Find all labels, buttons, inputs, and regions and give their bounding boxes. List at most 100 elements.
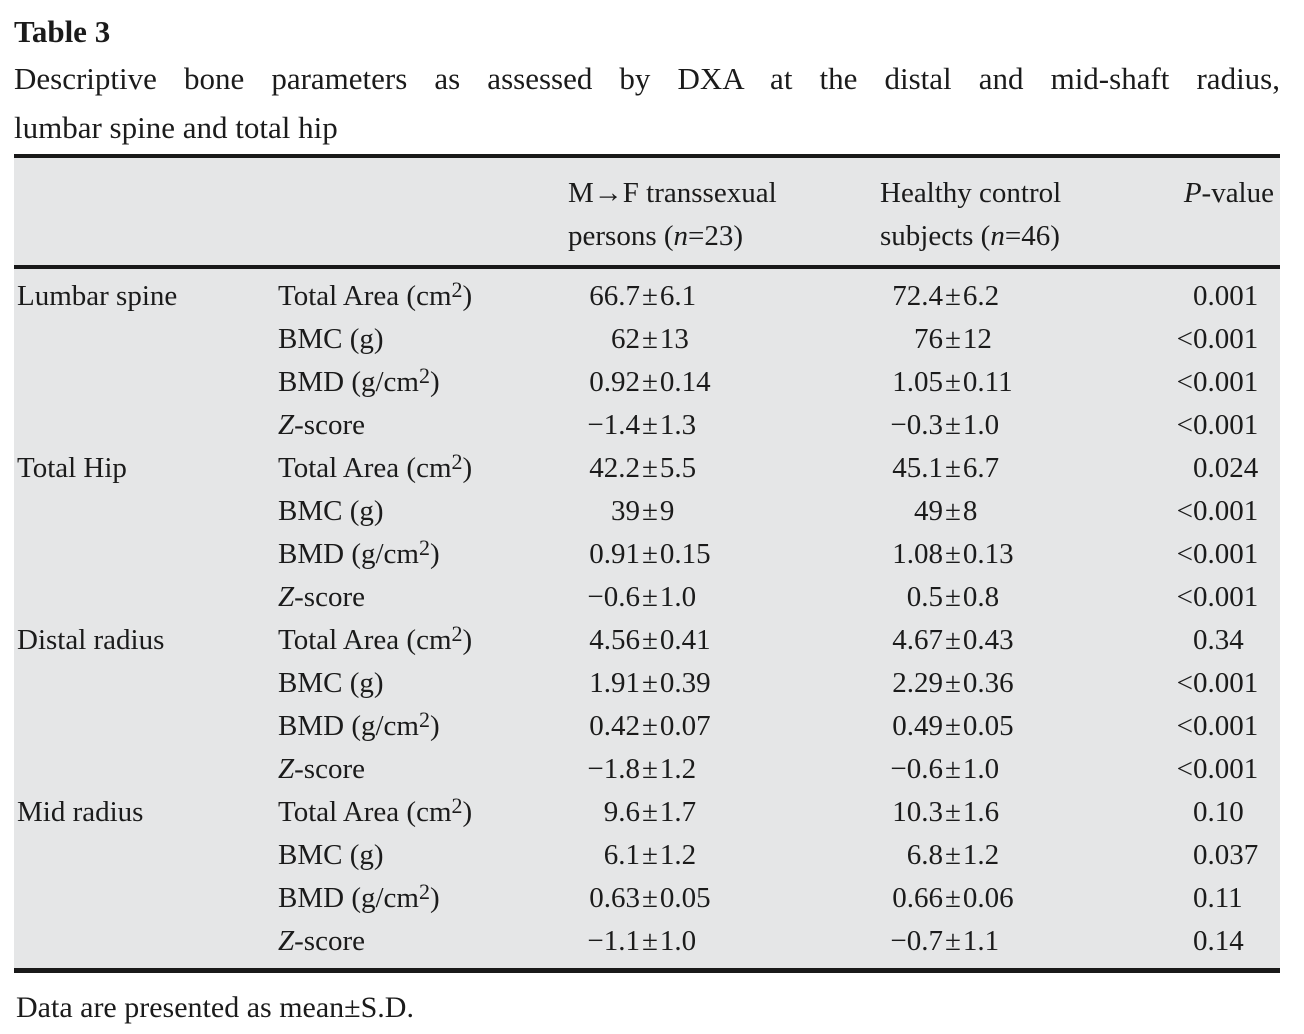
- sd-value: 1.2: [659, 839, 697, 871]
- p-number: 0.001: [1193, 667, 1259, 699]
- plus-minus-sign: ±: [945, 581, 961, 613]
- p-value: 0.14: [1172, 920, 1280, 963]
- transsexual-value: 39 ±9: [568, 490, 880, 533]
- parameter-label: Z-score: [278, 925, 365, 957]
- table-caption-line2: lumbar spine and total hip: [14, 110, 338, 145]
- table-row: BMC (g) 39 ±9 49 ±8 <0.001: [14, 490, 1280, 533]
- group-label: [14, 662, 278, 705]
- p-number: 0.001: [1193, 581, 1259, 613]
- p-number: 0.001: [1193, 710, 1259, 742]
- table-row: Total Hip Total Area (cm2) 42.2 ±5.5 45.1 ±6.…: [14, 447, 1280, 490]
- p-value: 0.10: [1172, 791, 1280, 834]
- less-than-sign: [1172, 834, 1193, 877]
- table-row: Z-score −0.6 ±1.0 0.5 ±0.8 <0.001: [14, 576, 1280, 619]
- sd-value: 1.0: [659, 925, 697, 957]
- less-than-sign: [1172, 275, 1193, 318]
- transsexual-value: 4.56 ±0.41: [568, 619, 880, 662]
- table-row: BMD (g/cm2) 0.91 ±0.15 1.08 ±0.13 <0.001: [14, 533, 1280, 576]
- group-label: Lumbar spine: [17, 280, 178, 312]
- sd-value: 0.36: [962, 667, 1014, 699]
- mean-value: 0.92: [589, 366, 640, 398]
- group-label: [14, 576, 278, 619]
- p-value: 0.11: [1172, 877, 1280, 920]
- p-number: 0.001: [1193, 323, 1259, 355]
- p-value: <0.001: [1172, 361, 1280, 404]
- header-cell-p-value: P-value: [1183, 177, 1274, 209]
- plus-minus-sign: ±: [945, 452, 961, 484]
- mean-value: 0.5: [906, 581, 943, 613]
- transsexual-value: 9.6 ±1.7: [568, 791, 880, 834]
- sd-value: 0.05: [659, 882, 711, 914]
- control-value: 0.49 ±0.05: [880, 705, 1172, 748]
- table-row: Mid radius Total Area (cm2) 9.6 ±1.7 10.3 ±1.…: [14, 791, 1280, 834]
- plus-minus-sign: ±: [642, 882, 658, 914]
- mean-value: 6.1: [603, 839, 640, 871]
- parameter-label: BMD (g/cm2): [278, 879, 440, 915]
- transsexual-value: 0.42 ±0.07: [568, 705, 880, 748]
- mean-value: 1.91: [589, 667, 640, 699]
- group-label: [14, 748, 278, 791]
- transsexual-value: 6.1 ±1.2: [568, 834, 880, 877]
- p-number: 0.001: [1193, 409, 1259, 441]
- parameter-label: Z-score: [278, 753, 365, 785]
- plus-minus-sign: ±: [945, 796, 961, 828]
- plus-minus-sign: ±: [945, 753, 961, 785]
- sd-value: 1.0: [962, 753, 1000, 785]
- table-row: BMC (g) 6.1 ±1.2 6.8 ±1.2 0.037: [14, 834, 1280, 877]
- mean-value: 62: [611, 323, 640, 355]
- header-cell-control-group: Healthy control subjects (n=46): [880, 177, 1062, 252]
- sd-value: 9: [659, 495, 675, 527]
- mean-value: 49: [914, 495, 943, 527]
- parameter-label: BMC (g): [278, 839, 384, 871]
- control-value: 0.66 ±0.06: [880, 877, 1172, 920]
- control-value: 1.08 ±0.13: [880, 533, 1172, 576]
- plus-minus-sign: ±: [642, 409, 658, 441]
- parameter-label: BMC (g): [278, 323, 384, 355]
- transsexual-value: 1.91 ±0.39: [568, 662, 880, 705]
- transsexual-value: 0.91 ±0.15: [568, 533, 880, 576]
- p-number: 0.001: [1193, 366, 1259, 398]
- mean-value: −1.1: [587, 925, 640, 957]
- p-number: 0.14: [1193, 925, 1244, 957]
- mean-value: −0.7: [890, 925, 943, 957]
- less-than-sign: <: [1176, 366, 1193, 398]
- p-value: <0.001: [1172, 404, 1280, 447]
- mean-value: 10.3: [892, 796, 943, 828]
- parameter-label: BMC (g): [278, 667, 384, 699]
- mean-value: 76: [914, 323, 943, 355]
- p-value: <0.001: [1172, 576, 1280, 619]
- table-header-row: M→F transsexual persons (n=23) Healthy co…: [14, 158, 1280, 269]
- sd-value: 1.2: [659, 753, 697, 785]
- control-value: 6.8 ±1.2: [880, 834, 1172, 877]
- parameter-label: Total Area (cm2): [278, 621, 473, 657]
- sd-value: 0.05: [962, 710, 1014, 742]
- sd-value: 13: [659, 323, 689, 355]
- mean-value: 42.2: [589, 452, 640, 484]
- transsexual-value: 0.63 ±0.05: [568, 877, 880, 920]
- plus-minus-sign: ±: [945, 409, 961, 441]
- transsexual-value: −1.4 ±1.3: [568, 404, 880, 447]
- p-number: 0.024: [1193, 452, 1259, 484]
- table-row: BMD (g/cm2) 0.42 ±0.07 0.49 ±0.05 <0.001: [14, 705, 1280, 748]
- sd-value: 0.13: [962, 538, 1014, 570]
- p-number: 0.001: [1193, 538, 1259, 570]
- p-value: <0.001: [1172, 490, 1280, 533]
- mean-value: 39: [611, 495, 640, 527]
- table-caption: Descriptive bone parameters as assessed …: [14, 54, 1280, 152]
- sd-value: 8: [962, 495, 978, 527]
- control-value: 4.67 ±0.43: [880, 619, 1172, 662]
- mean-value: −1.4: [587, 409, 640, 441]
- mean-value: −0.6: [587, 581, 640, 613]
- p-value: 0.34: [1172, 619, 1280, 662]
- group-label: Mid radius: [17, 796, 144, 828]
- plus-minus-sign: ±: [945, 710, 961, 742]
- p-value: <0.001: [1172, 662, 1280, 705]
- group-label: [14, 533, 278, 576]
- control-value: 49 ±8: [880, 490, 1172, 533]
- control-value: −0.3 ±1.0: [880, 404, 1172, 447]
- group-label: [14, 834, 278, 877]
- less-than-sign: <: [1176, 495, 1193, 527]
- mean-value: 72.4: [892, 280, 943, 312]
- mean-value: −0.6: [890, 753, 943, 785]
- plus-minus-sign: ±: [642, 925, 658, 957]
